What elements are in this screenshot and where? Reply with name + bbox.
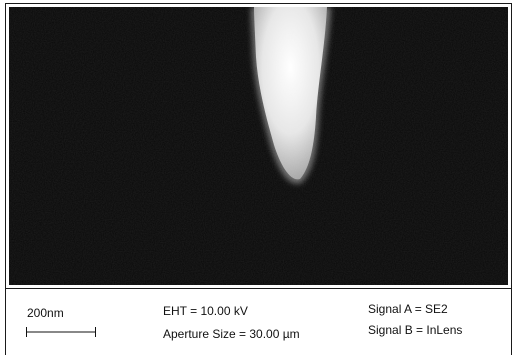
scale-bar-label: 200nm [27,306,64,320]
eht-readout: EHT = 10.00 kV [163,304,248,318]
sem-info-bar: 200nm EHT = 10.00 kV Aperture Size = 30.… [6,288,511,355]
aperture-readout: Aperture Size = 30.00 µm [163,327,300,341]
sem-micrograph [9,7,508,285]
image-noise [9,7,508,285]
micrograph-canvas [9,7,508,285]
signal-a-readout: Signal A = SE2 [368,302,448,316]
sem-image-frame: 200nm EHT = 10.00 kV Aperture Size = 30.… [5,3,512,355]
signal-b-readout: Signal B = InLens [368,323,463,337]
scale-bar [26,327,96,337]
